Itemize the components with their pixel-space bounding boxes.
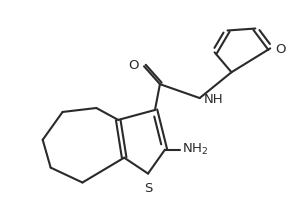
Text: NH$_2$: NH$_2$: [182, 142, 208, 157]
Text: O: O: [275, 43, 286, 56]
Text: NH: NH: [204, 92, 223, 106]
Text: S: S: [144, 181, 152, 195]
Text: O: O: [129, 59, 139, 72]
